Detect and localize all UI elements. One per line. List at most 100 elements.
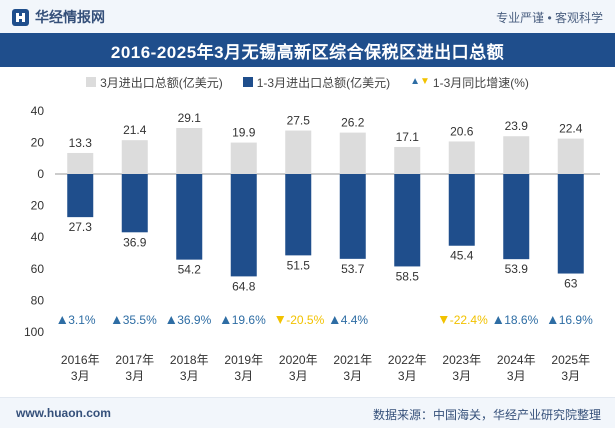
data-label-march: 29.1 bbox=[178, 111, 202, 125]
title-bar: 2016-2025年3月无锡高新区综合保税区进出口总额 bbox=[0, 33, 615, 67]
growth-up-marker bbox=[548, 316, 557, 324]
y-tick-label: 0 bbox=[37, 167, 44, 181]
bar-cumulative bbox=[448, 174, 475, 246]
growth-up-marker bbox=[167, 316, 176, 324]
data-label-march: 23.9 bbox=[505, 119, 529, 133]
data-label-cumulative: 53.9 bbox=[505, 262, 529, 276]
x-tick-label-year: 2021年 bbox=[333, 353, 372, 367]
bar-cumulative bbox=[503, 174, 530, 260]
x-tick-label-month: 3月 bbox=[343, 369, 362, 383]
data-label-cumulative: 58.5 bbox=[396, 269, 420, 283]
data-label-march: 22.4 bbox=[559, 122, 583, 136]
data-label-cumulative: 36.9 bbox=[123, 235, 147, 249]
bar-cumulative bbox=[230, 174, 257, 277]
x-tick-label-month: 3月 bbox=[507, 369, 526, 383]
y-tick-label: 20 bbox=[31, 135, 45, 149]
bar-march bbox=[230, 142, 257, 174]
brand-name: 华经情报网 bbox=[35, 9, 105, 25]
x-tick-label-year: 2023年 bbox=[442, 353, 481, 367]
data-label-march: 21.4 bbox=[123, 123, 147, 137]
footer-website[interactable]: www.huaon.com bbox=[16, 406, 111, 420]
growth-up-marker bbox=[221, 316, 230, 324]
x-tick-label-month: 3月 bbox=[71, 369, 90, 383]
data-label-cumulative: 51.5 bbox=[287, 258, 311, 272]
y-tick-label: 40 bbox=[31, 104, 45, 118]
legend-swatch-march bbox=[86, 77, 97, 87]
data-label-cumulative: 45.4 bbox=[450, 249, 474, 263]
footer-bar: www.huaon.com 数据来源：中国海关，华经产业研究院整理 bbox=[0, 397, 615, 428]
data-label-march: 17.1 bbox=[396, 130, 420, 144]
x-tick-label-year: 2024年 bbox=[497, 353, 536, 367]
growth-down-marker bbox=[439, 316, 448, 324]
data-label-march: 20.6 bbox=[450, 124, 474, 138]
brand-logo-icon bbox=[12, 8, 29, 26]
legend-item-growth: ▲ ▼ 1-3月同比增速(%) bbox=[410, 74, 529, 91]
legend-label-march: 3月进出口总额(亿美元) bbox=[100, 75, 223, 90]
bar-cumulative bbox=[285, 174, 312, 256]
brand[interactable]: 华经情报网 bbox=[12, 7, 105, 27]
triangle-down-icon: ▼ bbox=[420, 76, 430, 87]
growth-up-marker bbox=[330, 316, 339, 324]
bar-march bbox=[503, 136, 530, 174]
x-tick-label-month: 3月 bbox=[452, 369, 471, 383]
bar-cumulative bbox=[339, 174, 366, 259]
data-label-cumulative: 63 bbox=[564, 277, 578, 291]
legend-label-growth: 1-3月同比增速(%) bbox=[432, 75, 529, 90]
y-tick-label: 20 bbox=[31, 199, 45, 213]
bar-cumulative bbox=[67, 174, 94, 218]
bar-march bbox=[394, 146, 421, 174]
bar-march bbox=[67, 152, 94, 174]
bar-march bbox=[176, 128, 203, 174]
growth-label: 16.9% bbox=[559, 313, 593, 327]
bar-march bbox=[339, 132, 366, 174]
data-label-march: 27.5 bbox=[287, 114, 311, 128]
legend-item-march: 3月进出口总额(亿美元) bbox=[86, 74, 223, 91]
growth-up-marker bbox=[58, 316, 67, 324]
legend-swatch-cumulative bbox=[242, 77, 253, 87]
data-label-cumulative: 27.3 bbox=[69, 220, 93, 234]
bar-march bbox=[285, 130, 312, 174]
x-tick-label-year: 2017年 bbox=[115, 353, 154, 367]
bar-cumulative bbox=[557, 174, 584, 274]
bar-march bbox=[121, 140, 148, 174]
x-tick-label-month: 3月 bbox=[125, 369, 144, 383]
bar-cumulative bbox=[121, 174, 148, 233]
x-tick-label-month: 3月 bbox=[180, 369, 199, 383]
growth-label: 35.5% bbox=[123, 313, 157, 327]
x-tick-label-year: 2022年 bbox=[388, 353, 427, 367]
growth-up-marker bbox=[112, 316, 121, 324]
growth-label: 19.6% bbox=[232, 313, 266, 327]
data-label-cumulative: 53.7 bbox=[341, 262, 365, 276]
bar-march bbox=[557, 138, 584, 174]
legend-label-cumulative: 1-3月进出口总额(亿美元) bbox=[256, 75, 391, 90]
x-tick-label-year: 2016年 bbox=[61, 353, 100, 367]
x-tick-label-year: 2025年 bbox=[551, 353, 590, 367]
y-tick-label: 40 bbox=[31, 230, 45, 244]
data-label-march: 26.2 bbox=[341, 116, 365, 130]
bar-cumulative bbox=[176, 174, 203, 260]
bar-march bbox=[448, 141, 475, 174]
footer-source: 数据来源：中国海关，华经产业研究院整理 bbox=[372, 408, 601, 422]
bar-chart: 40 20 0 20 40 60 80 100 13.3 27.3 3.1% 2016年 3月 21.4 3… bbox=[24, 104, 600, 383]
growth-label: -22.4% bbox=[450, 313, 488, 327]
x-tick-label-month: 3月 bbox=[398, 369, 417, 383]
data-label-march: 19.9 bbox=[232, 126, 256, 140]
y-tick-label: 80 bbox=[31, 293, 45, 307]
x-tick-label-year: 2018年 bbox=[170, 353, 209, 367]
y-tick-label: 60 bbox=[31, 262, 45, 276]
legend-item-cumulative: 1-3月进出口总额(亿美元) bbox=[242, 74, 391, 91]
data-label-cumulative: 64.8 bbox=[232, 279, 256, 293]
y-tick-label: 100 bbox=[24, 325, 44, 339]
x-tick-label-month: 3月 bbox=[289, 369, 308, 383]
header-bar: 华经情报网 专业严谨 • 客观科学 bbox=[0, 0, 615, 34]
data-label-march: 13.3 bbox=[69, 136, 93, 150]
growth-label: 36.9% bbox=[177, 313, 211, 327]
growth-up-marker bbox=[494, 316, 503, 324]
x-tick-label-year: 2019年 bbox=[224, 353, 263, 367]
growth-label: 18.6% bbox=[504, 313, 538, 327]
x-tick-label-month: 3月 bbox=[561, 369, 580, 383]
bar-cumulative bbox=[394, 174, 421, 267]
chart-legend: 3月进出口总额(亿美元) 1-3月进出口总额(亿美元) ▲ ▼ 1-3月同比增速… bbox=[0, 72, 615, 92]
data-label-cumulative: 54.2 bbox=[178, 263, 202, 277]
brand-tagline: 专业严谨 • 客观科学 bbox=[496, 11, 603, 25]
